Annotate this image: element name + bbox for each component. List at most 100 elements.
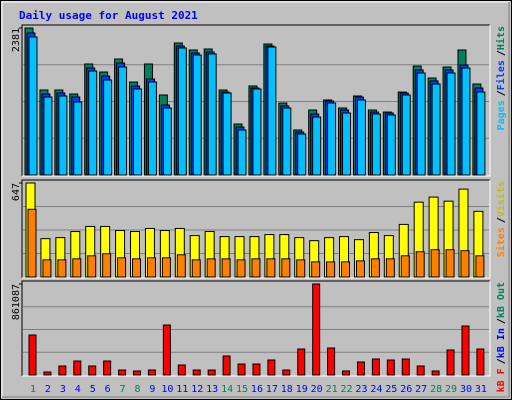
x-tick-label: 29 — [445, 384, 457, 395]
bar — [43, 371, 52, 376]
bar — [342, 112, 352, 176]
legend: kB F/kB In/kB Out — [496, 282, 507, 392]
bar — [207, 53, 217, 176]
bar — [370, 258, 380, 278]
bar — [461, 325, 470, 376]
bar — [476, 91, 486, 176]
bar — [42, 259, 52, 278]
bar — [72, 258, 82, 278]
bar — [58, 365, 67, 376]
x-tick-label: 21 — [326, 384, 338, 395]
legend-separator: / — [496, 50, 507, 56]
bar — [207, 369, 216, 376]
bar — [73, 360, 82, 376]
y-tick-label: 861087 — [11, 284, 22, 320]
bar — [237, 363, 246, 376]
bar — [431, 83, 441, 176]
bar — [267, 46, 277, 176]
bar — [222, 92, 232, 176]
panel — [22, 281, 490, 376]
x-tick-label: 16 — [251, 384, 263, 395]
bar — [461, 67, 471, 176]
bar — [297, 348, 306, 376]
x-tick-label: 8 — [134, 384, 140, 395]
bar — [385, 258, 395, 278]
bar — [430, 249, 440, 278]
x-tick-label: 25 — [385, 384, 397, 395]
bar — [147, 369, 156, 376]
legend-entry: Sites — [495, 227, 507, 257]
bar — [400, 255, 410, 278]
bar — [475, 255, 485, 278]
bar — [117, 257, 127, 278]
x-tick-label: 20 — [311, 384, 323, 395]
bar — [431, 370, 440, 376]
bar — [88, 70, 98, 176]
x-tick-label: 28 — [430, 384, 442, 395]
x-tick-label: 1 — [30, 384, 36, 395]
x-tick-label: 18 — [281, 384, 293, 395]
bar — [177, 364, 186, 376]
bar — [416, 72, 426, 176]
legend-separator: / — [496, 90, 507, 96]
bar — [445, 249, 455, 278]
x-tick-label: 31 — [475, 384, 487, 395]
bar — [192, 369, 201, 376]
bar — [28, 36, 38, 176]
bar — [162, 324, 171, 376]
bar — [460, 250, 470, 278]
chart-title: Daily usage for August 2021 — [19, 9, 198, 22]
bar — [28, 334, 37, 376]
bar — [222, 355, 231, 376]
x-tick-label: 6 — [105, 384, 111, 395]
bar — [73, 101, 83, 176]
bar — [266, 258, 276, 278]
x-tick-label: 30 — [460, 384, 472, 395]
bar — [386, 359, 395, 376]
bar — [252, 363, 261, 376]
bar — [192, 54, 202, 176]
bar — [297, 133, 307, 176]
bar — [446, 349, 455, 376]
bar — [146, 257, 156, 278]
bar — [191, 259, 201, 278]
legend: Pages/Files/Hits — [495, 26, 507, 130]
bar — [132, 258, 142, 278]
bar — [87, 255, 97, 278]
bar — [43, 96, 53, 176]
x-tick-label: 7 — [120, 384, 126, 395]
bar — [267, 359, 276, 376]
bar — [311, 261, 321, 278]
x-tick-label: 5 — [90, 384, 96, 395]
bar — [476, 348, 485, 376]
bar — [312, 116, 322, 176]
bar — [147, 81, 157, 176]
x-tick-label: 11 — [176, 384, 188, 395]
x-tick-label: 4 — [75, 384, 81, 395]
bar — [236, 259, 246, 278]
bar — [415, 251, 425, 278]
y-tick-label: 647 — [11, 183, 22, 201]
panel-edge-light — [22, 25, 491, 177]
bar — [57, 259, 67, 278]
bar — [296, 259, 306, 278]
bar — [118, 369, 127, 376]
bar — [27, 208, 37, 278]
bar — [401, 94, 411, 176]
x-tick-label: 3 — [60, 384, 66, 395]
bar — [88, 365, 97, 376]
legend-entry: Files — [495, 60, 507, 90]
bar — [401, 358, 410, 376]
legend-entry: kB In — [496, 328, 507, 358]
bar — [326, 261, 336, 278]
legend-entry: kB F — [496, 368, 507, 392]
bar — [176, 254, 186, 278]
bar — [237, 129, 247, 176]
bar — [342, 370, 351, 376]
x-tick-label: 17 — [266, 384, 278, 395]
bar — [371, 358, 380, 376]
bar — [281, 258, 291, 278]
